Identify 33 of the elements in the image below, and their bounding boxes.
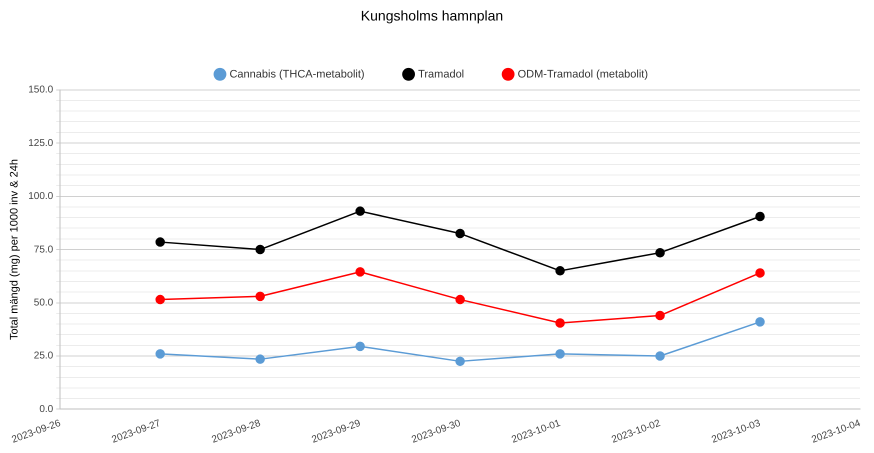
y-tick-label: 75.0 [34,244,54,256]
point [755,212,765,222]
y-tick-label: 100.0 [28,191,54,202]
legend-label: Tramadol [418,68,464,80]
point [455,228,465,238]
legend-label: ODM-Tramadol (metabolit) [518,68,648,80]
y-tick-label: 0.0 [39,404,54,415]
point [355,267,365,277]
point [655,351,665,361]
point [755,268,765,278]
point [355,342,365,352]
point [255,354,265,364]
y-tick-label: 25.0 [34,350,54,362]
point [555,349,565,359]
point [455,356,465,366]
y-axis-title: Total mängd (mg) per 1000 inv & 24h [8,159,21,340]
legend-label: Cannabis (THCA-metabolit) [229,68,365,80]
point [555,318,565,328]
point [155,237,165,247]
point [655,310,665,320]
point [355,206,365,216]
y-tick-label: 125.0 [28,138,54,149]
chart-title: Kungsholms hamnplan [360,7,504,24]
y-tick-label: 150.0 [28,84,54,96]
point [755,317,765,327]
point [155,349,165,359]
point [455,294,465,304]
point [155,294,165,304]
point [655,248,665,258]
point [255,244,265,254]
point [255,292,265,302]
y-tick-label: 50.0 [34,298,54,308]
point [555,266,565,276]
